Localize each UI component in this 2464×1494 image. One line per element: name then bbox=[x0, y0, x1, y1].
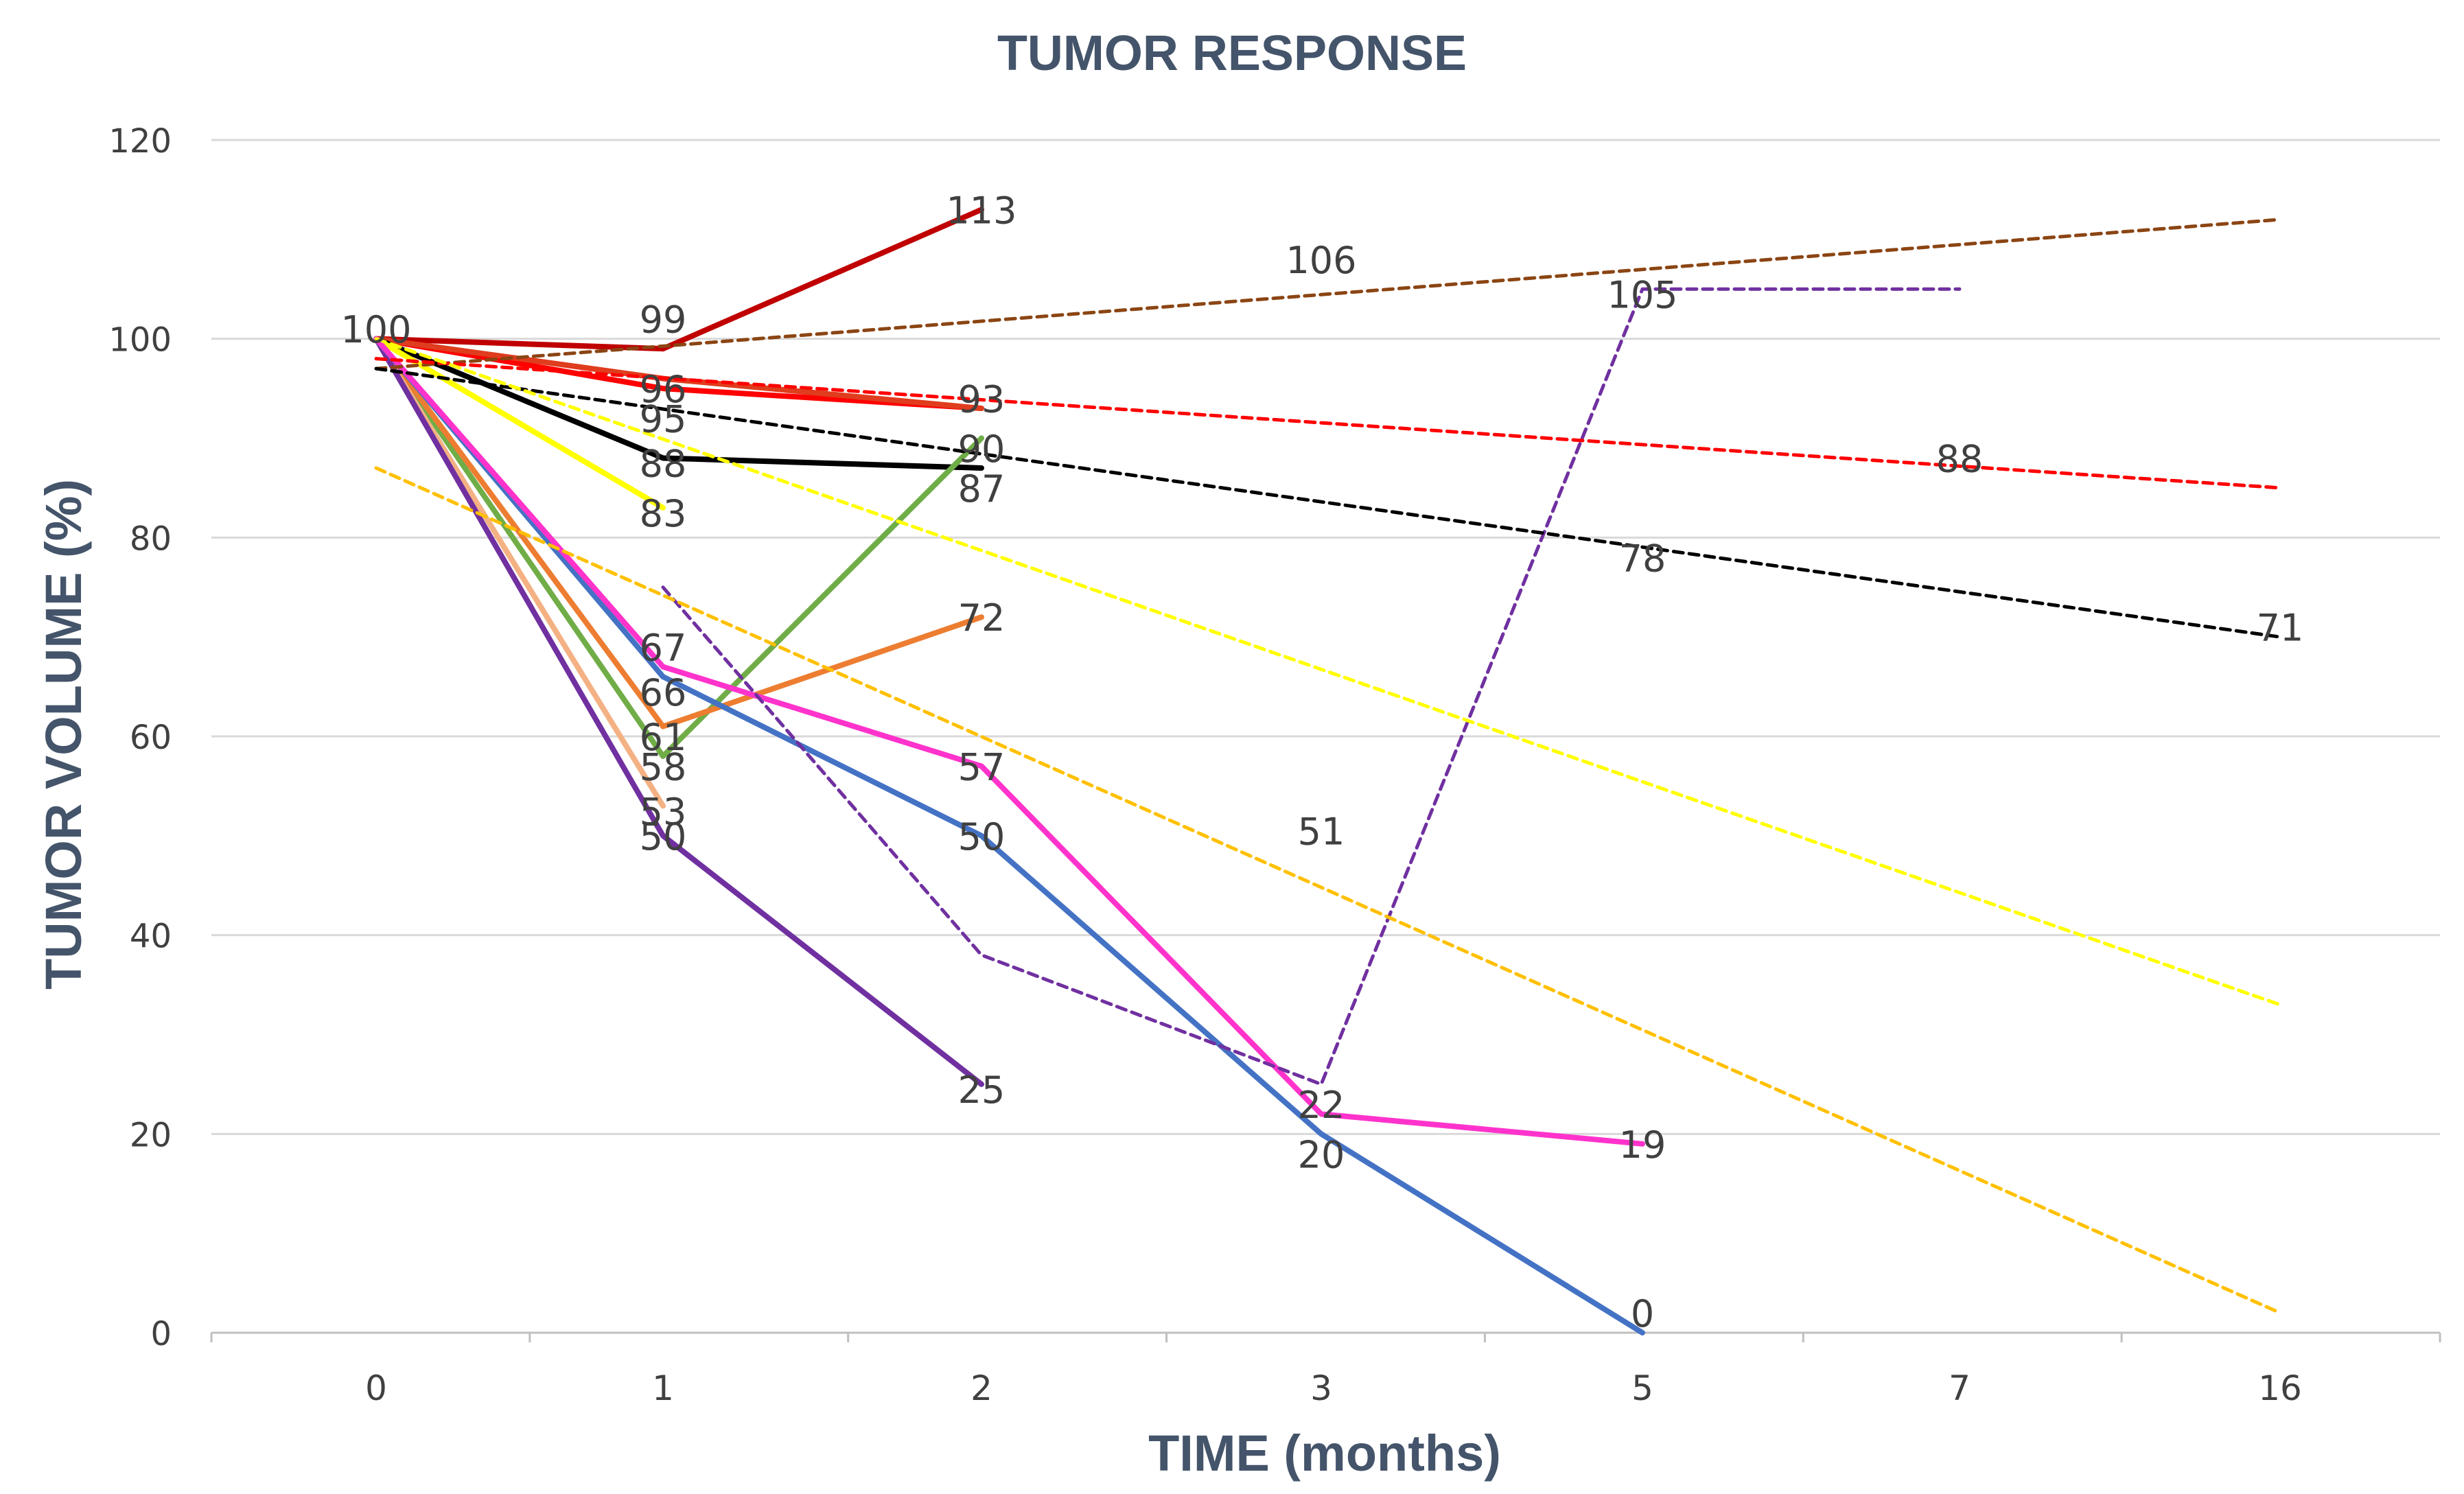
data-label: 20 bbox=[1298, 1133, 1345, 1176]
gridlines bbox=[211, 139, 2440, 1135]
data-label: 88 bbox=[640, 443, 687, 486]
data-label: 83 bbox=[640, 492, 687, 535]
data-label: 50 bbox=[958, 815, 1006, 859]
data-label: 19 bbox=[1619, 1123, 1666, 1167]
series-line-light-orange-trend bbox=[374, 466, 2282, 1315]
y-tick-label: 40 bbox=[130, 918, 172, 956]
data-label: 93 bbox=[958, 378, 1006, 421]
y-tick-label: 20 bbox=[130, 1116, 172, 1154]
data-label: 113 bbox=[946, 189, 1016, 232]
data-label: 58 bbox=[640, 745, 687, 789]
data-label: 71 bbox=[2257, 607, 2304, 650]
series-line-red bbox=[373, 336, 984, 412]
series-line-black bbox=[373, 336, 984, 471]
x-tick-label: 1 bbox=[652, 1368, 674, 1408]
data-label: 0 bbox=[1631, 1292, 1654, 1335]
y-tick-label: 0 bbox=[150, 1315, 172, 1353]
series-line-purple bbox=[373, 336, 984, 1087]
series-line-blue bbox=[373, 336, 1645, 1335]
x-tick-label: 3 bbox=[1310, 1368, 1332, 1408]
data-label: 100 bbox=[340, 308, 411, 351]
series-line-yellow-trend bbox=[374, 337, 2282, 1007]
y-axis-title: TUMOR VOLUME (%) bbox=[35, 479, 92, 990]
x-tick-label: 16 bbox=[2258, 1368, 2302, 1408]
data-label: 51 bbox=[1298, 810, 1345, 854]
series-line-black-trend bbox=[374, 366, 2282, 639]
data-label: 22 bbox=[1298, 1084, 1345, 1127]
series-line-brown-trend bbox=[374, 218, 2282, 371]
data-label: 66 bbox=[640, 671, 687, 714]
data-label: 57 bbox=[958, 745, 1006, 789]
data-label: 25 bbox=[958, 1069, 1006, 1112]
data-label: 90 bbox=[958, 428, 1006, 471]
series-line-pink bbox=[373, 336, 1645, 1147]
data-label: 78 bbox=[1619, 537, 1666, 580]
x-tick-label: 2 bbox=[971, 1368, 992, 1408]
data-label: 96 bbox=[640, 368, 687, 411]
series-line-orange bbox=[373, 336, 984, 730]
series-lines bbox=[373, 207, 2282, 1335]
series-line-dark-red bbox=[373, 207, 984, 352]
x-tick-label: 5 bbox=[1631, 1368, 1653, 1408]
data-label: 67 bbox=[640, 627, 687, 670]
series-line-purple-dashed bbox=[661, 287, 1962, 1086]
data-label: 87 bbox=[958, 467, 1006, 511]
x-tick-label: 0 bbox=[365, 1368, 387, 1408]
series-line-red-trend bbox=[374, 357, 2282, 490]
data-label: 99 bbox=[640, 299, 687, 342]
y-tick-label: 60 bbox=[130, 719, 172, 757]
data-label: 72 bbox=[958, 596, 1006, 640]
x-axis-title: TIME (months) bbox=[1148, 1425, 1501, 1482]
y-tick-label: 120 bbox=[108, 122, 172, 161]
chart-title: TUMOR RESPONSE bbox=[997, 26, 1467, 81]
x-tick-label: 7 bbox=[1949, 1368, 1971, 1408]
y-tick-label: 80 bbox=[130, 520, 172, 558]
data-label: 95 bbox=[640, 398, 687, 441]
series-line-green bbox=[373, 336, 984, 759]
series-line-yellow bbox=[373, 336, 666, 511]
data-label: 53 bbox=[640, 791, 687, 834]
y-tick-label: 100 bbox=[108, 321, 172, 360]
data-label: 106 bbox=[1286, 239, 1356, 282]
data-label: 88 bbox=[1936, 437, 1984, 480]
data-label: 50 bbox=[640, 815, 687, 859]
data-label: 105 bbox=[1607, 273, 1677, 316]
data-label: 61 bbox=[640, 716, 687, 759]
